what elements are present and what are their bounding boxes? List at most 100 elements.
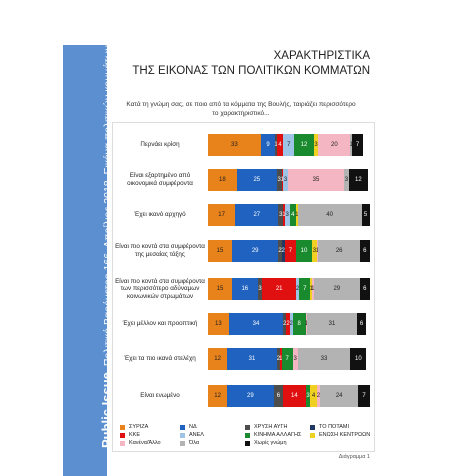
bar-segment: 6 [273,385,284,407]
bar-segment: 1 [310,278,313,300]
legend-item: ΚΙΝΗΜΑ ΑΛΛΑΓΗΣ [245,432,301,438]
subtitle-line: το χαρακτηριστικό... [212,110,270,117]
value-label: 16 [241,286,249,292]
value-label: 1 [310,286,313,292]
bar-segment: 20 [318,134,351,156]
value-label: 24 [335,393,343,399]
legend-swatch [120,432,125,438]
title-line: ΤΗΣ ΕΙΚΟΝΑΣ ΤΩΝ ΠΟΛΙΤΙΚΩΝ ΚΟΜΜΑΤΩΝ [132,65,370,77]
legend-swatch [245,432,250,438]
bar-segment: 33 [208,134,261,156]
bar-segment: 4 [310,385,317,407]
value-label: 1 [305,321,308,327]
bar-segment: 3 [344,169,349,191]
side-band: Public IssueΠολιτικό Βαρόμετρο 166, Απρί… [63,45,114,476]
value-label: 1 [316,248,319,254]
value-label: 7 [355,142,360,148]
bar-segment: 27 [235,204,279,226]
legend-item: ΑΝΕΛ [180,432,204,438]
value-label: 4 [278,142,282,148]
value-label: 2 [289,321,293,327]
legend-label: Όλα [189,440,200,446]
value-label: 3 [283,177,288,183]
bar-segment: 18 [208,169,237,191]
value-label: 7 [288,248,293,254]
value-label: 13 [215,321,222,327]
bar-segment: 26 [318,240,360,262]
legend-item: ΚΚΕ [120,432,140,438]
value-label: 10 [355,356,362,362]
bar-segment: 2 [290,313,293,335]
value-label: 34 [252,321,260,327]
value-label: 7 [285,356,289,362]
bar-segment: 9 [260,134,276,156]
bar-segment: 2 [282,240,285,262]
value-label: 9 [266,142,270,148]
value-label: 21 [275,286,283,292]
bar-segment: 3 [284,204,290,226]
bar-segment: 2 [296,278,299,300]
subtitle-line: Κατά τη γνώμη σας, σε ποιο από τα κόμματ… [126,101,356,108]
value-label: 15 [216,286,224,292]
legend-swatch [120,424,125,430]
legend-label: ΤΟ ΠΟΤΑΜΙ [319,424,350,430]
value-label: 1 [311,286,314,292]
value-label: 20 [331,142,338,148]
bar-segment: 15 [208,240,232,262]
bar-segment: 7 [284,240,296,262]
bar-segment: 29 [227,385,274,407]
bar-segment: 33 [297,348,351,370]
value-label: 4 [291,212,295,218]
value-label: 33 [320,356,328,362]
category-label: Περνάει κρίση [140,141,180,149]
category-label: Έχει μέλλον και προοπτική [122,320,198,328]
bar-segment: 6 [360,240,370,262]
value-label: 26 [335,248,343,254]
bar-segment: 31 [307,313,357,335]
chart-box [112,122,375,452]
bar-segment: 8 [292,313,306,335]
value-label: 2 [281,248,285,254]
bar-segment: 6 [360,278,370,300]
legend-item: ΤΟ ΠΟΤΑΜΙ [310,424,349,430]
legend-label: ΑΝΕΛ [189,432,204,438]
value-label: 2 [276,356,281,362]
value-label: 29 [251,248,259,254]
bar-segment: 2 [283,313,286,335]
bar-segment: 17 [208,204,236,226]
bar-segment: 15 [208,278,232,300]
value-label: 1 [282,212,285,218]
category-label: Έχει ικανό αρχηγό [134,211,186,219]
value-label: 12 [300,142,308,148]
legend-item: ΧΡΥΣΗ ΑΥΓΗ [245,424,288,430]
value-label: 3 [277,177,281,183]
bar-segment: 4 [276,134,284,156]
title-line: ΧΑΡΑΚΤΗΡΙΣΤΙΚΑ [273,50,370,62]
category-label: Είναι πιο κοντά στα συμφέροντα των περισ… [115,277,205,300]
bar-segment: 2 [277,348,280,370]
value-label: 3 [279,212,283,218]
bar-segment: 1 [281,169,284,191]
footer: Διάγραμμα 1 [338,454,370,460]
bar-segment: 1 [274,134,278,156]
value-label: 40 [326,212,333,218]
value-label: 7 [362,393,366,399]
bar-segment: 7 [358,385,370,407]
legend-label: Χωρίς γνώμη [254,440,287,446]
value-label: 6 [363,248,367,254]
legend-item: Όλα [180,440,199,446]
value-label: 3 [285,212,289,218]
bar-segment: 13 [208,313,229,335]
bar-segment: 40 [297,204,362,226]
value-label: 7 [303,286,307,292]
bar-segment: 3 [305,385,311,407]
legend-label: ΚΚΕ [129,432,141,438]
bar-segment: 25 [236,169,277,191]
legend-item: Κανένα/Άλλο [120,440,161,446]
value-label: 15 [216,248,224,254]
bar-segment: 12 [208,348,228,370]
bar-segment: 5 [361,204,370,226]
value-label: 4 [311,393,316,399]
bar-segment: 10 [296,240,312,262]
